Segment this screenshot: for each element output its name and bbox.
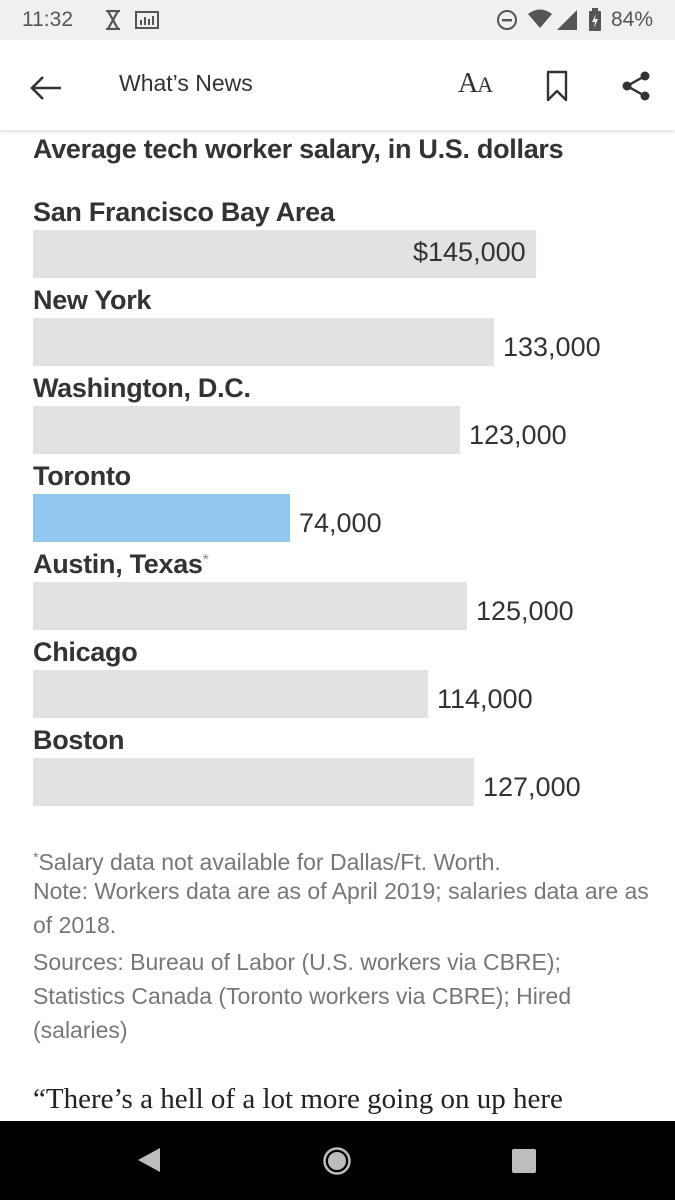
article-quote: “There’s a hell of a lot more going on u… [33,1083,563,1115]
bar [33,494,290,542]
font-size-small-a: A [477,72,493,97]
app-bar: What’s News AA [0,40,675,130]
value-label: 123,000 [469,420,567,450]
battery-percent: 84% [610,8,653,31]
footnote: *Salary data not available for Dallas/Ft… [33,840,653,879]
category-label: Chicago [33,637,138,667]
sources-text: Sources: Bureau of Labor (U.S. workers v… [33,949,572,1043]
chart-title: Average tech worker salary, in U.S. doll… [33,134,564,164]
category-label: Austin, Texas* [33,549,209,579]
wifi-icon [528,9,552,28]
bar [33,406,460,454]
status-time: 11:32 [22,8,73,31]
do-not-disturb-icon [497,10,517,30]
nav-back-icon[interactable] [136,1146,162,1174]
nav-home-icon[interactable] [322,1146,352,1176]
bar [33,670,428,718]
bar [33,318,494,366]
value-label: 127,000 [483,772,581,802]
category-label: Boston [33,725,125,755]
value-label: 114,000 [437,684,533,714]
nav-recents-icon[interactable] [511,1148,537,1174]
value-label: 133,000 [503,332,601,362]
bar [33,230,536,278]
value-label: $145,000 [413,237,526,267]
note-text: Note: Workers data are as of April 2019;… [33,878,649,938]
value-label: 125,000 [476,596,574,626]
category-label: San Francisco Bay Area [33,197,335,227]
font-size-large-a: A [458,68,478,99]
bar [33,582,467,630]
footnote-text: Salary data not available for Dallas/Ft.… [38,849,501,875]
bar [33,758,474,806]
status-bar: 11:32 84% [0,0,675,40]
signal-chart-icon [135,11,159,29]
navigation-bar [0,1121,675,1200]
back-arrow-icon[interactable] [28,70,64,106]
category-label: Washington, D.C. [33,373,251,403]
share-icon[interactable] [620,70,652,102]
battery-icon [589,8,601,31]
cell-signal-icon [557,10,577,30]
bookmark-icon[interactable] [545,70,569,102]
footnote-marker: * [33,849,39,865]
font-size-button[interactable]: AA [458,68,493,100]
page-title: What’s News [119,70,253,96]
category-label: Toronto [33,461,131,491]
category-label: New York [33,285,152,315]
hourglass-icon [106,10,120,30]
value-label: 74,000 [299,508,382,538]
